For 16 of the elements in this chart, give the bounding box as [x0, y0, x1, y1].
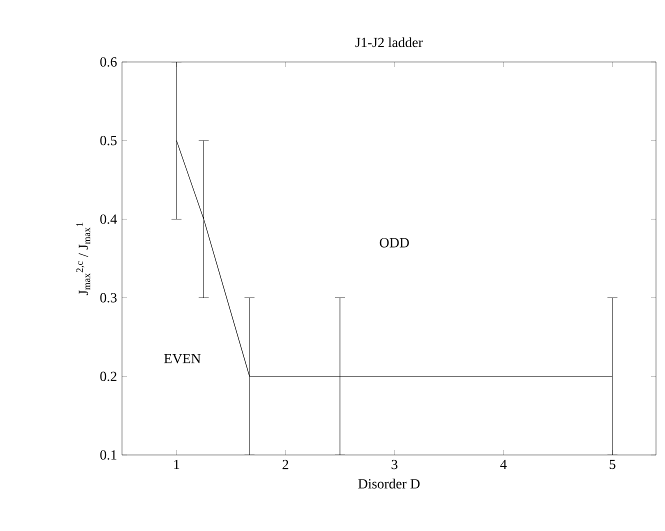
x-tick-label: 5 [610, 460, 616, 470]
annotation: EVEN [164, 354, 201, 364]
y-tick-label: 0.4 [100, 214, 117, 224]
x-tick-label: 4 [500, 460, 507, 470]
x-tick-label: 3 [392, 460, 398, 470]
chart-title: J1-J2 ladder [355, 37, 423, 48]
y-tick-label: 0.5 [100, 136, 117, 146]
y-tick-label: 0.2 [100, 372, 116, 382]
x-tick-label: 1 [174, 460, 180, 470]
annotation: ODD [380, 238, 409, 248]
y-tick-label: 0.6 [100, 57, 117, 67]
y-tick-label: 0.1 [100, 450, 116, 460]
y-tick-label: 0.3 [100, 293, 117, 303]
x-axis-title: Disorder D [358, 478, 420, 489]
y-axis-title: J$_{max}$$^{2,c}$ / J$_{max}$1 [76, 222, 90, 296]
x-tick-label: 2 [282, 460, 288, 470]
